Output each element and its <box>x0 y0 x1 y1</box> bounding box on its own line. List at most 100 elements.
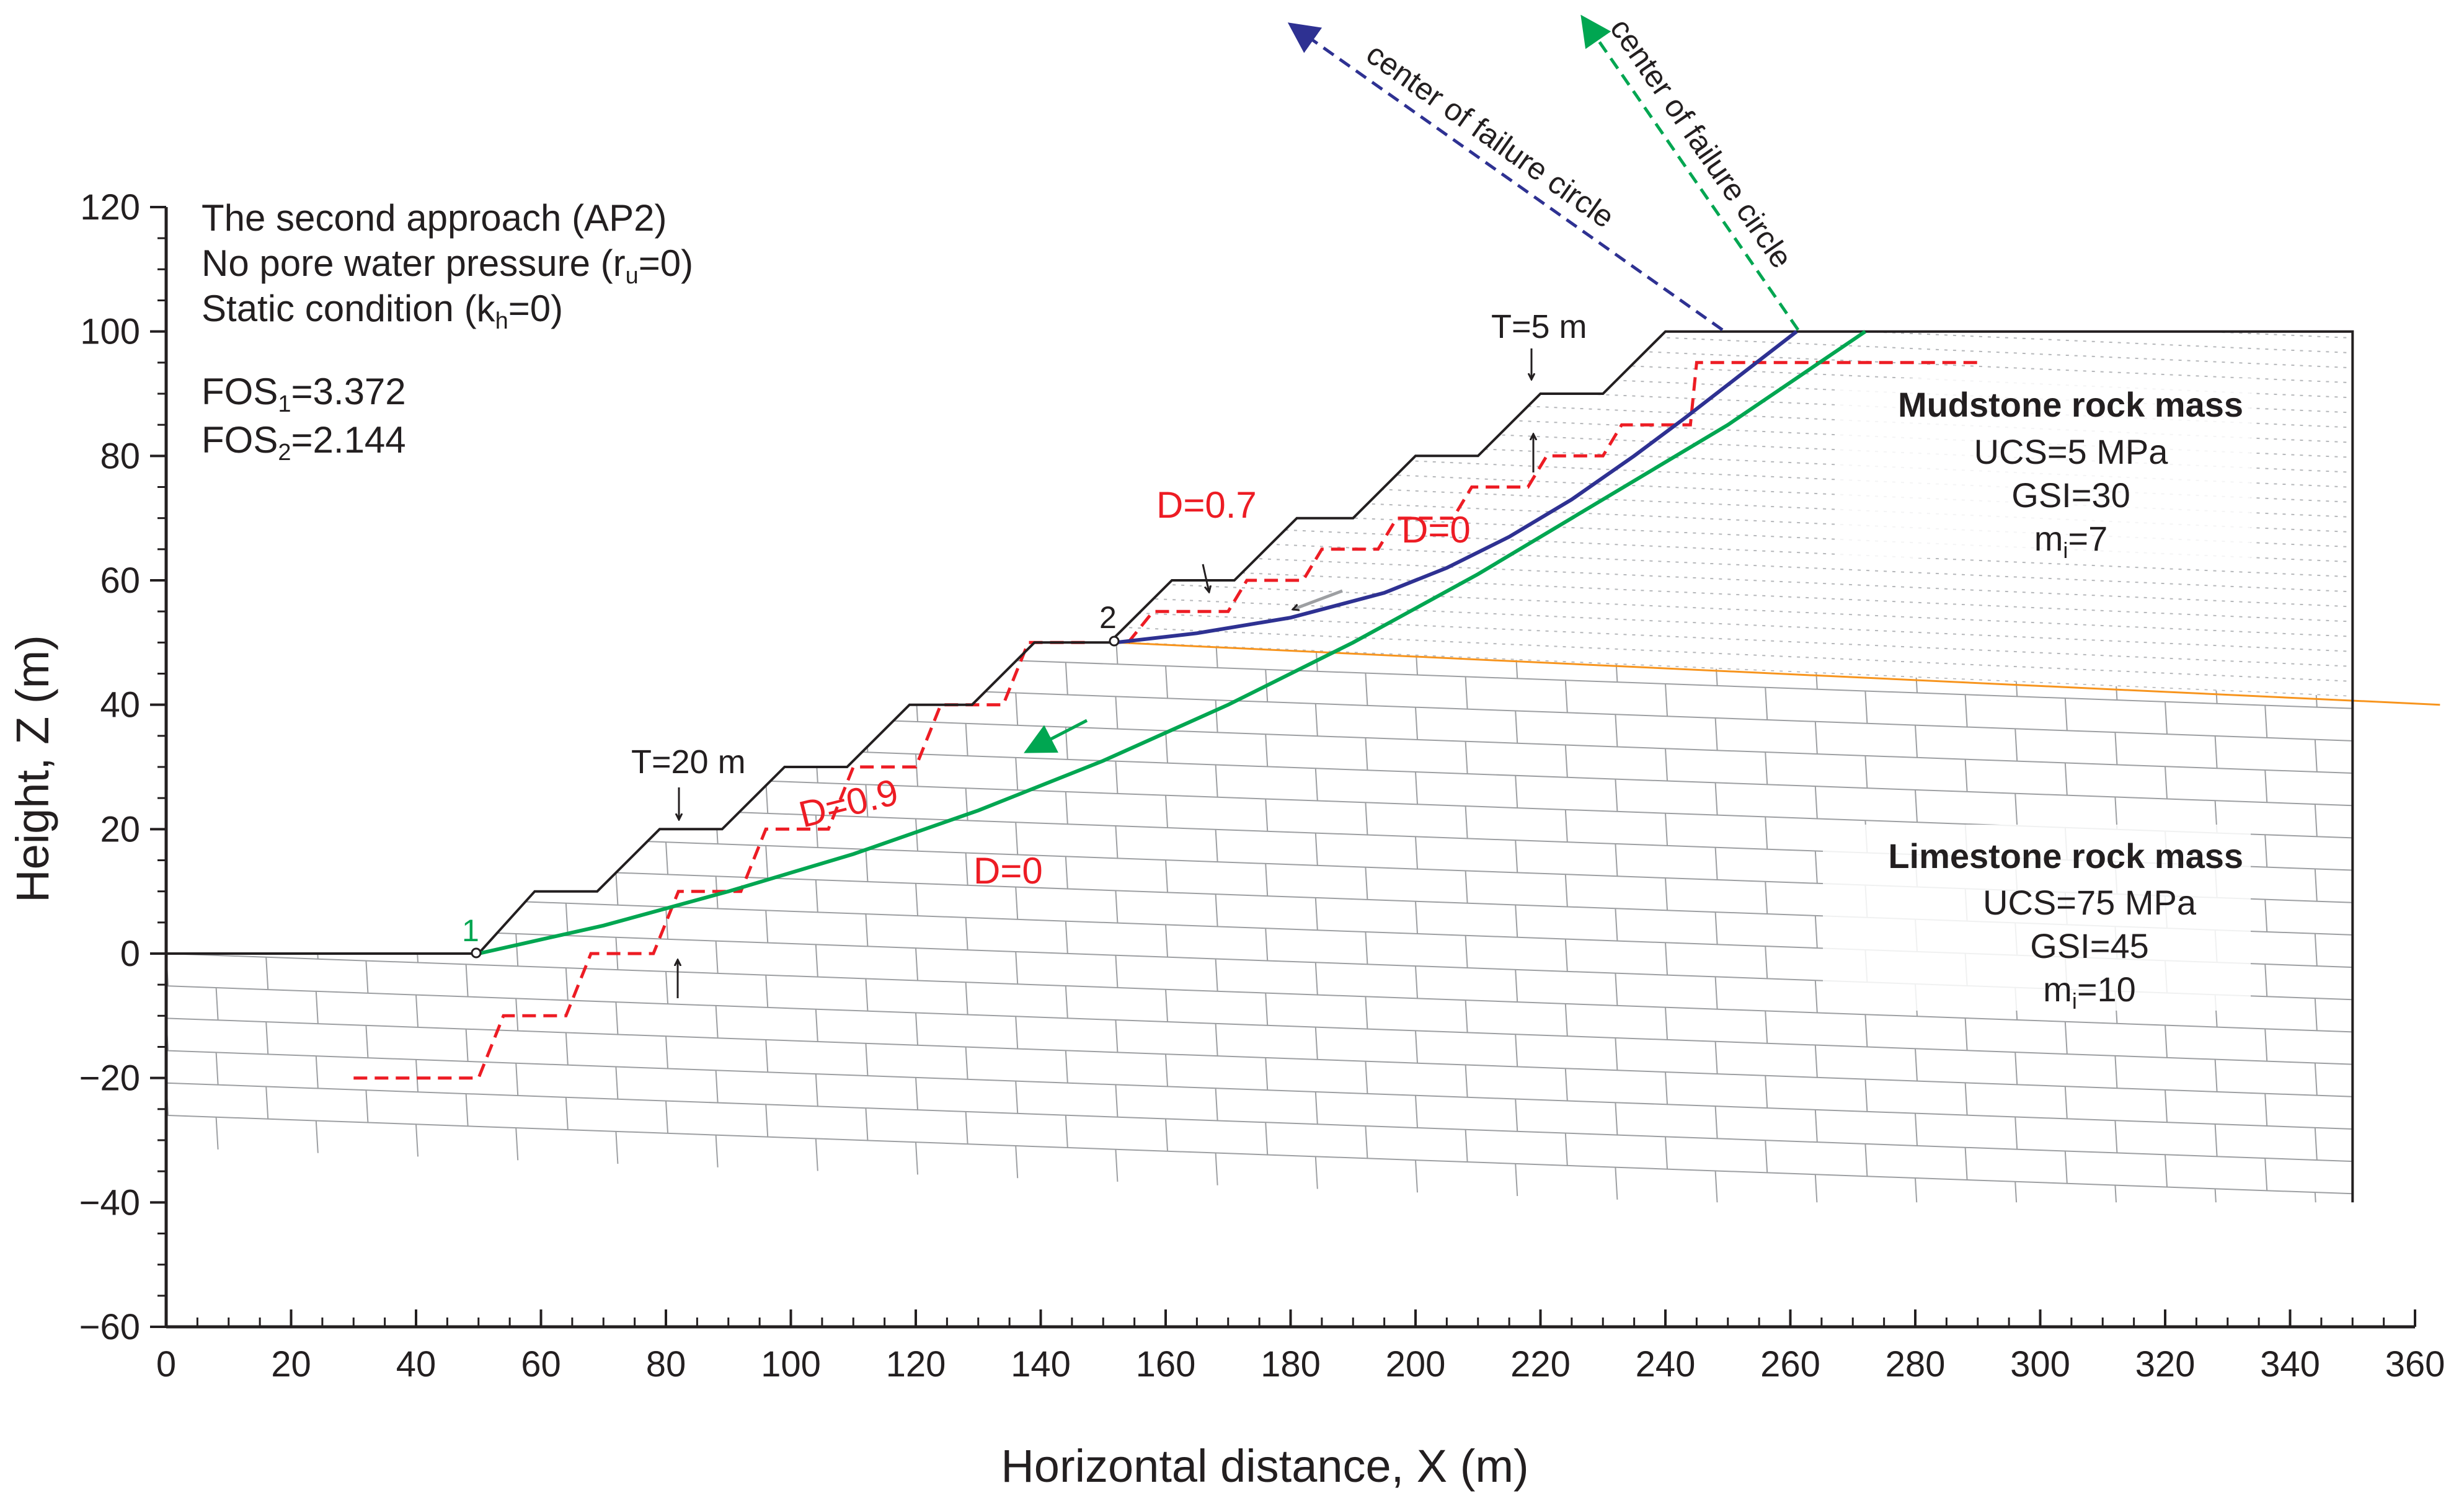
limestone-joint-line <box>2264 1158 2268 1191</box>
limestone-joint-line <box>1015 1081 1019 1114</box>
limestone-joint-line <box>1615 1102 1618 1135</box>
limestone-joint-line <box>2064 1021 2068 1055</box>
mudstone-mi: mi=7 <box>2034 519 2108 563</box>
limestone-joint-line <box>2314 1127 2318 1161</box>
mudstone-mi-sub: i <box>2063 538 2068 563</box>
limestone-joint-line <box>915 948 919 981</box>
limestone-joint-line <box>1015 822 1019 855</box>
limestone-joint-line <box>1964 1083 1968 1115</box>
limestone-joint-line <box>1714 1171 1718 1203</box>
limestone-joint-line <box>1465 1000 1468 1033</box>
limestone-joint-line <box>915 754 919 787</box>
limestone-joint-line <box>1515 905 1518 937</box>
limestone-joint-line <box>515 869 519 901</box>
limestone-bed-line <box>166 985 2353 1065</box>
limestone-joint-line <box>1814 1045 1818 1078</box>
limestone-bed-line <box>166 953 2353 1033</box>
limestone-joint-line <box>1265 928 1269 961</box>
limestone-joint-line <box>1115 642 1119 665</box>
d-upper-disturbed-label: D=0.7 <box>1156 484 1257 526</box>
limestone-joint-line <box>2114 667 2118 701</box>
limestone-joint-line <box>965 1047 968 1079</box>
limestone-joint-line <box>465 642 469 673</box>
limestone-joint-line <box>1564 680 1568 713</box>
limestone-joint-line <box>1714 1106 1718 1139</box>
limestone-joint-line <box>1665 1071 1669 1105</box>
limestone-joint-line <box>265 892 269 925</box>
limestone-bed-line <box>166 1017 2353 1097</box>
limestone-joint-line <box>1665 942 1669 975</box>
limestone-joint-line <box>765 845 769 879</box>
limestone-joint-line <box>1665 748 1669 781</box>
mudstone-ucs: UCS=5 MPa <box>1974 432 2169 471</box>
limestone-joint-line <box>1864 691 1868 724</box>
limestone-joint-line <box>515 1063 519 1096</box>
limestone-bed-line <box>166 726 2353 807</box>
y-tick-label: −60 <box>79 1307 140 1347</box>
limestone-joint-line <box>1765 1075 1768 1109</box>
limestone-joint-line <box>1115 1084 1119 1117</box>
x-tick-label: 340 <box>2260 1344 2320 1384</box>
limestone-joint-line <box>2064 1086 2068 1119</box>
limestone-joint-line <box>2114 1055 2118 1089</box>
x-tick-label: 220 <box>1510 1344 1571 1384</box>
limestone-joint-line <box>1814 1109 1818 1143</box>
limestone-joint-line <box>1065 662 1068 695</box>
mudstone-mi-value: =7 <box>2068 519 2107 558</box>
limestone-joint-line <box>515 804 519 837</box>
mudstone-lamination-line <box>1103 268 2352 323</box>
limestone-joint-line <box>1465 1129 1468 1163</box>
limestone-joint-line <box>315 668 319 701</box>
center-arrow-green-label: center of failure circle <box>1603 12 1799 274</box>
limestone-joint-line <box>1115 696 1119 729</box>
limestone-joint-line <box>1314 1156 1318 1189</box>
limestone-joint-line <box>815 879 818 913</box>
info-static-end: =0) <box>508 288 563 329</box>
limestone-joint-line <box>465 705 469 738</box>
mudstone-title: Mudstone rock mass <box>1898 385 2243 424</box>
x-tick-label: 300 <box>2010 1344 2070 1384</box>
limestone-joint-line <box>2064 1151 2068 1184</box>
info-pore-pressure-main: No pore water pressure (r <box>202 242 626 284</box>
limestone-joint-line <box>1465 935 1468 968</box>
mudstone-lamination-line <box>1109 566 2353 622</box>
limestone-joint-line <box>2114 1120 2118 1153</box>
limestone-joint-line <box>1415 836 1419 869</box>
limestone-joint-line <box>915 883 919 916</box>
y-tick-label: 100 <box>80 312 140 352</box>
limestone-joint-line <box>1915 660 1918 693</box>
limestone-joint-line <box>665 971 669 1004</box>
mudstone-lamination-line <box>1109 596 2353 652</box>
limestone-joint-line <box>2114 797 2118 830</box>
limestone-joint-line <box>265 1086 269 1119</box>
limestone-joint-line <box>615 872 619 905</box>
limestone-joint-line <box>815 815 818 848</box>
limestone-joint-line <box>565 968 569 1001</box>
limestone-joint-line <box>2264 769 2268 803</box>
bench-lower-label: T=20 m <box>631 743 746 781</box>
y-tick-label: 40 <box>100 685 140 725</box>
y-tick-label: 80 <box>100 436 140 476</box>
point-1-label: 1 <box>462 913 479 948</box>
limestone-joint-line <box>2314 675 2318 707</box>
limestone-joint-line <box>1964 1147 1968 1180</box>
y-tick-label: 20 <box>100 809 140 849</box>
limestone-joint-line <box>815 1009 818 1042</box>
mudstone-lamination-line <box>1109 581 2353 637</box>
limestone-joint-line <box>2064 698 2068 731</box>
limestone-joint-line <box>2014 793 2018 826</box>
limestone-joint-line <box>1215 764 1218 797</box>
limestone-joint-line <box>1065 921 1068 954</box>
limestone-joint-line <box>1065 791 1068 825</box>
x-tick-label: 240 <box>1636 1344 1696 1384</box>
limestone-joint-line <box>1765 1011 1768 1043</box>
limestone-joint-line <box>1714 653 1718 686</box>
limestone-joint-line <box>815 1074 818 1107</box>
x-tick-label: 200 <box>1386 1344 1446 1384</box>
limestone-joint-line <box>465 964 469 997</box>
x-tick-label: 320 <box>2135 1344 2196 1384</box>
limestone-joint-line <box>1665 1007 1669 1040</box>
point-1-marker <box>471 947 482 959</box>
mudstone-lamination-line <box>1103 253 2352 308</box>
limestone-joint-line <box>1964 694 1968 727</box>
